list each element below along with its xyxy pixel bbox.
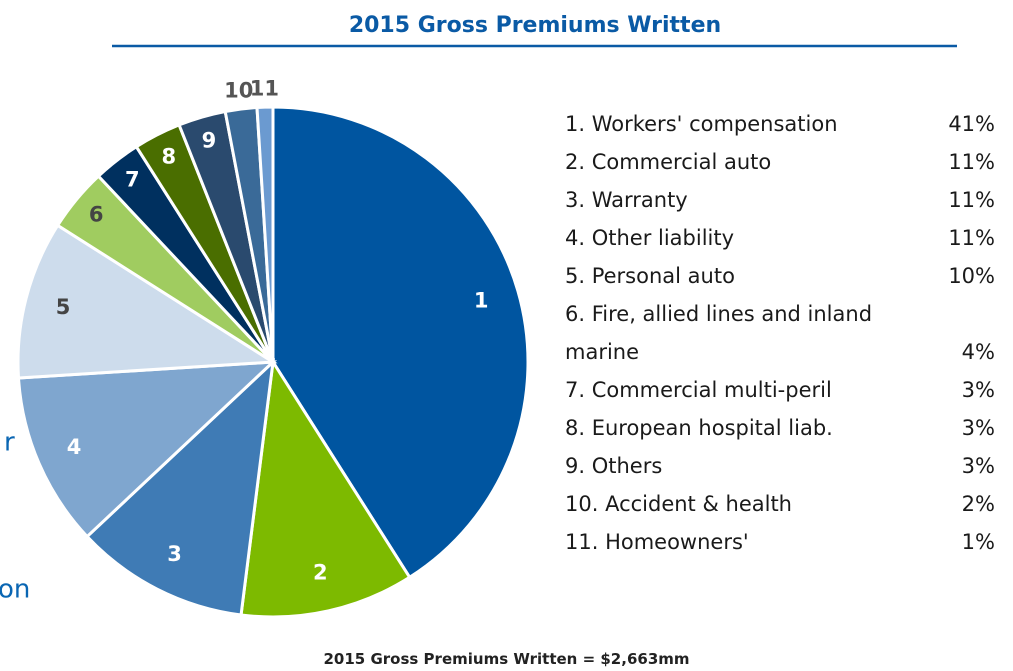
- slice-label: 5: [56, 295, 71, 319]
- legend: 1. Workers' compensation 41% 2. Commercial…: [565, 105, 995, 561]
- legend-row: 2. Commercial auto 11%: [565, 143, 995, 181]
- pie-slice: [16, 360, 278, 539]
- slice-label: 4: [67, 435, 82, 459]
- slice-label: 8: [161, 145, 176, 169]
- legend-label: 4. Other liability: [565, 226, 735, 250]
- legend-value: 4%: [961, 340, 995, 364]
- legend-row: 5. Personal auto 10%: [565, 257, 995, 295]
- legend-label: 1. Workers' compensation: [565, 112, 838, 136]
- legend-label: 7. Commercial multi-peril: [565, 378, 832, 402]
- legend-value: 10%: [948, 264, 995, 288]
- legend-value: 41%: [948, 112, 995, 136]
- slice-label: 7: [125, 168, 140, 192]
- legend-row: 9. Others 3%: [565, 447, 995, 485]
- slice-label: 11: [250, 76, 279, 100]
- legend-label: 2. Commercial auto: [565, 150, 772, 174]
- slice-label: 6: [89, 203, 104, 227]
- legend-value: 11%: [948, 226, 995, 250]
- legend-value: 2%: [961, 492, 995, 516]
- legend-label: 3. Warranty: [565, 188, 688, 212]
- legend-value: 3%: [961, 378, 995, 402]
- legend-row: 10. Accident & health 2%: [565, 485, 995, 523]
- legend-label: 11. Homeowners': [565, 530, 749, 554]
- legend-label: 8. European hospital liab.: [565, 416, 833, 440]
- legend-value: 1%: [961, 530, 995, 554]
- footer: 2015 Gross Premiums Written = $2,663mm: [323, 650, 690, 668]
- left-fragment: on: [0, 575, 30, 605]
- legend-label: 6. Fire, allied lines and inland marine: [565, 302, 873, 364]
- left-fragment: r: [4, 428, 15, 458]
- legend-row: 8. European hospital liab. 3%: [565, 409, 995, 447]
- slice-label: 9: [202, 129, 217, 153]
- pie-slice: [239, 357, 412, 619]
- chart-title: 2015 Gross Premiums Written: [349, 13, 721, 38]
- legend-row: 1. Workers' compensation 41%: [565, 105, 995, 143]
- legend-row: 7. Commercial multi-peril 3%: [565, 371, 995, 409]
- legend-value: 3%: [961, 416, 995, 440]
- slice-label: 3: [167, 542, 182, 566]
- slice-label: 2: [313, 561, 328, 585]
- legend-row: 4. Other liability 11%: [565, 219, 995, 257]
- slice-label: 10: [224, 78, 253, 102]
- pie-slice: [84, 358, 276, 617]
- legend-value: 11%: [948, 150, 995, 174]
- slice-label: 1: [474, 289, 489, 313]
- legend-label: 9. Others: [565, 454, 663, 478]
- pie-slice: [255, 105, 275, 363]
- pie-slice: [16, 223, 278, 380]
- legend-row: 11. Homeowners' 1%: [565, 523, 995, 561]
- legend-label: 10. Accident & health: [565, 492, 792, 516]
- legend-row: 3. Warranty 11%: [565, 181, 995, 219]
- legend-value: 3%: [961, 454, 995, 478]
- legend-label: 5. Personal auto: [565, 264, 735, 288]
- legend-row: 6. Fire, allied lines and inland marine 4…: [565, 295, 995, 371]
- legend-value: 11%: [948, 188, 995, 212]
